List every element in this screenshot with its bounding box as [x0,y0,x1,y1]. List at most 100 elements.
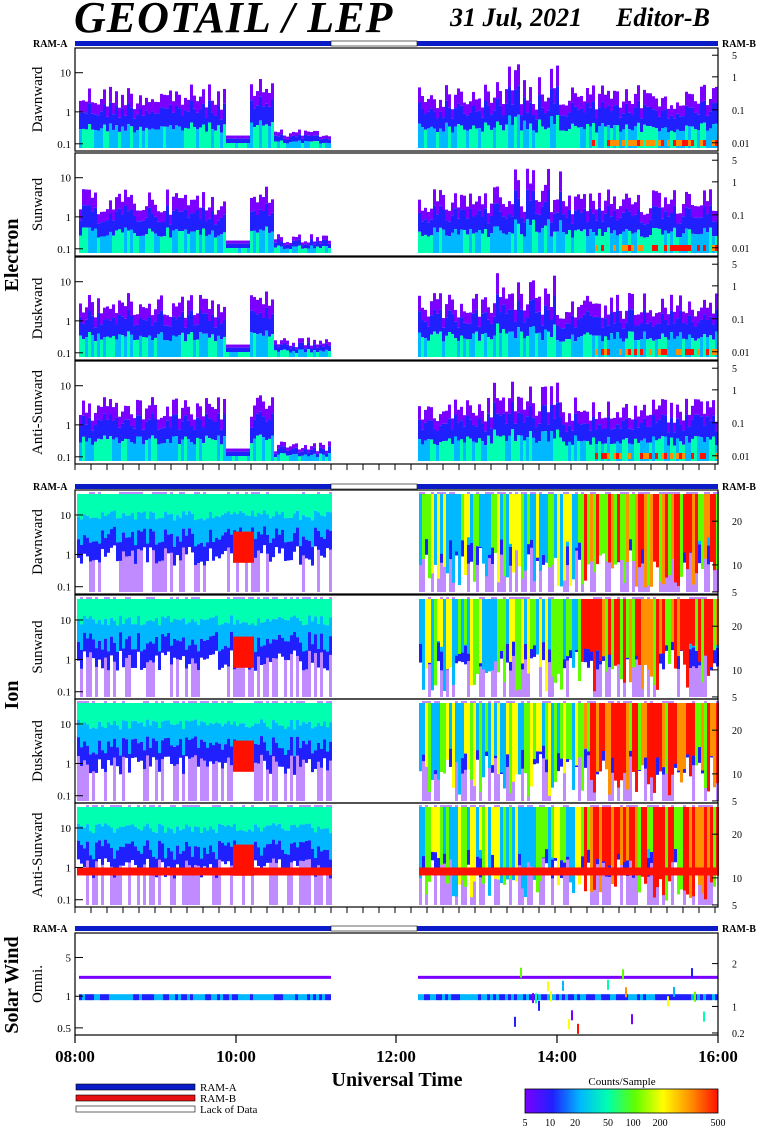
panel-frame [74,932,719,1036]
y-tick-label: 1 [66,862,72,874]
panel-frame [74,489,719,595]
panel-label: Anti-Sunward [30,812,46,897]
colorbar-tick-label: 200 [653,1118,668,1128]
panel-frame [74,256,719,361]
group-label-solar-wind: Solar Wind [1,936,23,1033]
y-tick-label-right: 5 [732,260,737,271]
y-tick-label-right: 20 [732,830,742,841]
y-tick-label: 1 [66,758,72,770]
y-tick-label-right: 20 [732,622,742,633]
editor-label: Editor-B [616,3,710,32]
legend-swatch [75,1105,196,1113]
x-tick-label: 14:00 [537,1047,577,1066]
colorbar-tick-label: 500 [711,1118,726,1128]
group-label-electron: Electron [1,219,23,292]
y-tick-label-right: 0.1 [732,315,745,326]
panel-frame [74,360,719,465]
ram-a-bar [417,484,718,489]
ram-a-bar [417,41,718,46]
y-tick-label: 0.1 [57,895,71,907]
y-tick-label-right: 0.2 [732,1029,745,1040]
colorbar-tick-label: 5 [523,1118,528,1128]
spectrogram-panel [77,701,719,801]
x-axis-label: Universal Time [332,1069,463,1091]
legend-label: RAM-B [200,1093,236,1105]
spectrogram-panel [77,597,719,697]
y-tick-label: 10 [60,173,72,185]
panel-label: Duskward [30,720,46,782]
y-tick-label: 10 [60,277,72,289]
y-tick-label-right: 5 [732,693,737,704]
y-tick-label-right: 20 [732,517,742,528]
y-tick-label-right: 5 [732,901,737,912]
group-label-ion: Ion [1,681,23,710]
colorbar-tick-label: 100 [626,1118,641,1128]
legend-swatch [75,1083,196,1091]
spectrogram-panel [77,805,719,905]
panel-label: Sunward [30,177,46,231]
y-tick-label-right: 5 [732,364,737,375]
y-tick-label-right: 10 [732,770,742,781]
colorbar-tick-label: 20 [570,1118,580,1128]
y-tick-label-right: 10 [732,666,742,677]
spectrogram-panel [77,492,719,592]
y-tick-label: 0.1 [57,244,71,256]
ram-b-label: RAM-B [722,482,756,493]
y-tick-label: 10 [60,381,72,393]
y-tick-label-right: 0.1 [732,106,745,117]
colorbar-tick-label: 50 [603,1118,613,1128]
panel-label: Duskward [30,277,46,339]
y-tick-label-right: 0.1 [732,211,745,222]
panel-label: Omni. [30,965,46,1003]
ram-a-label: RAM-A [33,39,68,50]
lack-of-data-bar [330,925,418,932]
x-tick-label: 08:00 [55,1047,95,1066]
x-tick-label: 10:00 [216,1047,256,1066]
y-tick-label: 10 [60,510,72,522]
page-title: GEOTAIL / LEP [74,0,394,42]
y-tick-label-right: 0.01 [732,244,750,255]
ram-a-bar [75,41,331,46]
y-tick-label: 0.1 [57,348,71,360]
y-tick-label-right: 1 [732,178,737,189]
y-tick-label-right: 10 [732,561,742,572]
spectrogram-panel [79,64,718,148]
legend-label: RAM-A [200,1082,237,1094]
y-tick-label: 1 [66,991,72,1003]
spectrogram-panel [79,273,718,357]
y-tick-label: 10 [60,823,72,835]
panel-frame [74,47,719,152]
y-tick-label-right: 0.01 [732,348,750,359]
panel-frame [74,152,719,257]
y-tick-label: 1 [66,107,72,119]
y-tick-label-right: 1 [732,282,737,293]
ram-b-label: RAM-B [722,39,756,50]
y-tick-label-right: 5 [732,797,737,808]
spectrogram-panel [79,168,718,253]
panel-label: Dawnward [30,509,46,575]
y-tick-label: 1 [66,549,72,561]
y-tick-label-right: 1 [732,73,737,84]
ram-a-bar [417,926,718,931]
panel-label: Dawnward [30,66,46,132]
y-tick-label: 10 [60,719,72,731]
y-tick-label: 1 [66,316,72,328]
y-tick-label: 0.1 [57,452,71,464]
y-tick-label-right: 2 [732,960,737,971]
colorbar-title: Counts/Sample [588,1076,655,1088]
y-tick-label-right: 0.01 [732,139,750,150]
y-tick-label: 0.1 [57,687,71,699]
y-tick-label: 1 [66,420,72,432]
y-tick-label-right: 5 [732,156,737,167]
y-tick-label-right: 0.1 [732,419,745,430]
y-tick-label-right: 5 [732,588,737,599]
colorbar-tick-label: 10 [545,1118,555,1128]
ram-a-label: RAM-A [33,924,68,935]
y-tick-label: 0.1 [57,139,71,151]
date-label: 31 Jul, 2021 [450,3,583,32]
spectrogram-panel [79,967,718,1034]
y-tick-label: 0.1 [57,791,71,803]
panel-label: Sunward [30,620,46,674]
y-tick-label-right: 1 [732,386,737,397]
